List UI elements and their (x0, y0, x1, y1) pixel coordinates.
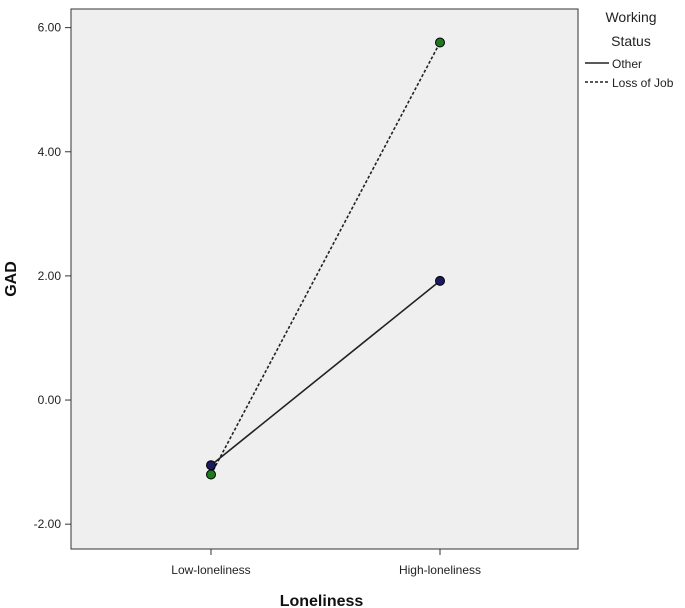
legend-title-line-2: Status (611, 33, 651, 49)
y-tick-label: 2.00 (38, 269, 62, 283)
y-tick-label: -2.00 (34, 517, 62, 531)
data-point (435, 275, 445, 286)
y-tick-label: 0.00 (38, 393, 62, 407)
x-axis-title: Loneliness (280, 593, 364, 608)
plot-area (70, 8, 579, 550)
x-axis: Low-loneliness High-loneliness (171, 549, 481, 577)
y-axis-title: GAD (3, 261, 20, 297)
series-layer (206, 37, 445, 480)
data-point (206, 460, 216, 471)
y-tick-label: 6.00 (38, 21, 62, 35)
legend: Working Status Other Loss of Job (585, 9, 674, 90)
data-point (435, 37, 445, 48)
x-tick-label: Low-loneliness (171, 563, 250, 577)
x-tick-label: High-loneliness (399, 563, 481, 577)
y-tick-label: 4.00 (38, 145, 62, 159)
series-line-0 (210, 280, 441, 466)
series-line-1 (210, 42, 441, 475)
legend-label-other: Other (612, 57, 642, 71)
legend-title-line-1: Working (605, 9, 656, 25)
legend-label-loss-of-job: Loss of Job (612, 76, 674, 90)
data-point (206, 469, 216, 480)
y-axis: -2.00 0.00 2.00 4.00 6.00 (34, 21, 71, 531)
